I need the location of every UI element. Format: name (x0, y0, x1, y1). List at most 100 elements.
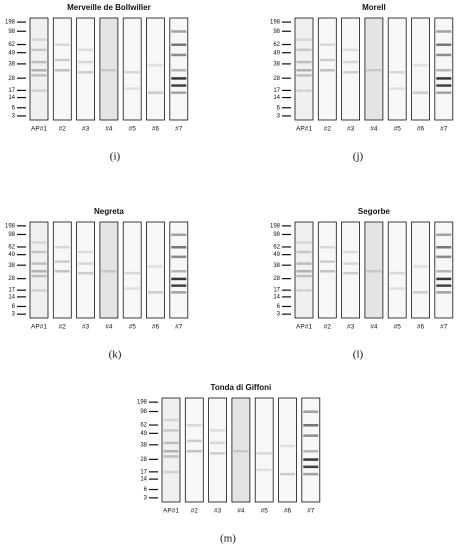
blot-strip (317, 17, 337, 121)
blot-band (31, 250, 47, 254)
blot-strip (387, 17, 407, 121)
marker-label: 28 (140, 457, 147, 463)
marker-label: 6 (144, 487, 148, 493)
blot-band (163, 418, 179, 422)
blot-band (256, 468, 272, 472)
blot-band (186, 439, 202, 443)
blot-strip (294, 17, 314, 121)
marker-label: 98 (8, 232, 15, 238)
blot-band (54, 43, 70, 46)
lane-label: #3 (82, 126, 90, 133)
marker-label: 198 (5, 223, 16, 229)
blot-band (171, 246, 187, 249)
lane-label: #5 (129, 324, 137, 331)
marker-label: 3 (144, 495, 148, 501)
blot-band (436, 270, 452, 273)
blot-band (296, 274, 312, 278)
blot-band (280, 444, 295, 448)
blot-band (31, 274, 47, 278)
blot-band (124, 271, 140, 275)
blot-band (296, 74, 312, 77)
blot-band (413, 91, 428, 94)
marker-label: 38 (8, 61, 15, 67)
blot-band (124, 287, 140, 290)
lane-label: #6 (417, 324, 425, 331)
marker-label: 3 (12, 113, 16, 119)
blot-band (171, 43, 187, 46)
blot-band (319, 69, 335, 72)
blot-strip (387, 221, 407, 319)
blot-band (124, 87, 140, 90)
blot-band (78, 271, 94, 275)
blot-band (78, 48, 94, 52)
lane-label: #2 (324, 324, 332, 331)
marker-label: 49 (273, 50, 280, 56)
blot-strip (52, 17, 72, 121)
blot-band (413, 63, 428, 67)
blot-band (210, 441, 226, 445)
blot-band (280, 472, 295, 476)
lane-label: #4 (105, 324, 113, 331)
blot-strip (29, 17, 49, 121)
panel-label: (k) (109, 349, 122, 361)
blot-band (186, 424, 202, 427)
blot-band (163, 429, 179, 432)
blot-band (31, 74, 47, 77)
blot-band (389, 87, 405, 90)
marker-label: 6 (277, 304, 281, 310)
blot-strip (341, 17, 361, 121)
blot-band (296, 48, 312, 52)
blot-band (303, 465, 319, 469)
marker-label: 14 (140, 477, 147, 483)
blot-band (256, 452, 272, 455)
blot-band (436, 43, 452, 46)
blot-strip (29, 221, 49, 319)
lane-label: AP#1 (163, 508, 179, 515)
lane-label: #5 (394, 126, 402, 133)
blot-band (389, 287, 405, 290)
lane-label: #6 (152, 126, 160, 133)
blot-band (31, 60, 47, 64)
blot-band (389, 71, 405, 74)
marker-label: 62 (273, 42, 280, 48)
blot-band (171, 255, 187, 259)
marker-label: 98 (140, 409, 147, 415)
panel-label: (m) (220, 533, 236, 545)
lane-label: #7 (440, 324, 448, 331)
blot-band (31, 89, 47, 92)
blot-band (31, 262, 47, 265)
lane-label: #3 (347, 324, 355, 331)
blot-band (436, 246, 452, 249)
blot-band (54, 69, 70, 72)
blot-band (296, 241, 312, 244)
lane-label: #6 (284, 508, 292, 515)
marker-label: 49 (140, 431, 147, 437)
lane-label: #4 (105, 126, 113, 133)
blot-strip (122, 221, 142, 319)
blot-band (101, 270, 117, 273)
blot-strip (146, 17, 165, 121)
lane-label: #4 (237, 508, 245, 515)
blot-band (413, 291, 428, 294)
marker-label: 28 (273, 276, 280, 282)
blot-strip (341, 221, 361, 319)
lane-label: #7 (175, 324, 183, 331)
blot-band (303, 424, 319, 427)
panel-label: (i) (110, 151, 121, 163)
blot-band (343, 48, 359, 52)
lane-label: AP#1 (31, 126, 47, 133)
lane-label: #5 (261, 508, 269, 515)
blot-band (303, 472, 319, 476)
blot-strip (161, 397, 181, 503)
blot-band (163, 455, 179, 458)
blot-band (171, 77, 187, 80)
blot-band (210, 429, 226, 432)
blot-strip (278, 397, 297, 503)
blot-band (319, 260, 335, 263)
lane-label: #7 (440, 126, 448, 133)
marker-label: 38 (273, 263, 280, 269)
blot-band (171, 53, 187, 57)
marker-label: 17 (8, 88, 15, 94)
blot-band (436, 30, 452, 33)
